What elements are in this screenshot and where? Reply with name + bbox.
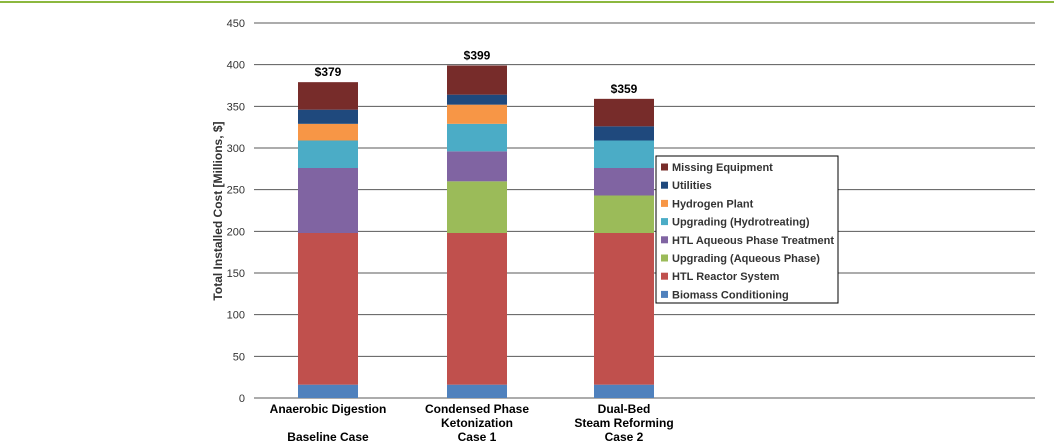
y-tick-label: 200 xyxy=(227,226,245,238)
category-labels: Anaerobic Digestion Baseline Case Condense… xyxy=(270,402,674,444)
y-tick-label: 250 xyxy=(227,185,245,197)
bar-segment xyxy=(298,168,358,233)
x-category-label: Case 1 xyxy=(458,430,497,444)
bar-segment xyxy=(447,151,507,182)
legend-box xyxy=(655,155,839,304)
y-tick-label: 400 xyxy=(227,60,245,72)
legend-swatch xyxy=(661,254,668,262)
bar-segment xyxy=(298,233,358,385)
y-tick-label: 450 xyxy=(227,18,245,30)
y-tick-label: 0 xyxy=(239,393,245,405)
y-axis-ticks: 0 50 100 150 200 250 300 350 400 450 xyxy=(227,18,245,405)
legend-entry: Missing Equipment xyxy=(672,162,773,174)
legend-entry: HTL Aqueous Phase Treatment xyxy=(672,235,834,247)
gridlines xyxy=(254,22,1035,399)
y-tick-label: 300 xyxy=(227,143,245,155)
legend-entry: Utilities xyxy=(672,180,712,192)
total-labels: $379 $399 $359 xyxy=(315,49,638,96)
bar-segment xyxy=(447,233,507,385)
legend-entry: HTL Reactor System xyxy=(672,271,780,283)
bar-segment xyxy=(594,126,654,141)
total-label: $379 xyxy=(315,65,342,79)
bar-segment xyxy=(594,140,654,168)
bar-segment xyxy=(447,104,507,124)
bar-segment xyxy=(298,123,358,141)
legend-swatch xyxy=(661,272,668,280)
legend-swatch xyxy=(661,163,668,171)
y-tick-label: 350 xyxy=(227,101,245,113)
legend-entry: Upgrading (Aqueous Phase) xyxy=(672,253,820,265)
x-category-label: Dual-Bed xyxy=(598,402,651,416)
y-tick-label: 150 xyxy=(227,268,245,280)
legend-entry: Upgrading (Hydrotreating) xyxy=(672,217,810,229)
legend-swatch xyxy=(661,218,668,226)
bar-segment xyxy=(447,65,507,95)
y-tick-label: 100 xyxy=(227,310,245,322)
bar-segment xyxy=(594,168,654,196)
legend-swatch xyxy=(661,290,668,298)
bar-segment xyxy=(298,140,358,168)
bar-segment xyxy=(298,384,358,398)
x-category-label: Baseline Case xyxy=(287,430,369,444)
x-category-label: Case 2 xyxy=(605,430,644,444)
legend-swatch xyxy=(661,199,668,207)
x-category-label: Condensed Phase xyxy=(425,402,529,416)
bar-segment xyxy=(447,123,507,152)
legend: Missing Equipment Utilities Hydrogen Plant… xyxy=(655,155,839,304)
bar-segment xyxy=(594,195,654,233)
bar-segment xyxy=(298,109,358,124)
legend-entry: Biomass Conditioning xyxy=(672,289,789,301)
bar-segment xyxy=(594,98,654,127)
bar-segment xyxy=(594,233,654,385)
bar-segment xyxy=(447,384,507,398)
bar-segment xyxy=(594,384,654,398)
total-label: $399 xyxy=(464,49,491,63)
bar-segment xyxy=(447,181,507,233)
legend-entry: Hydrogen Plant xyxy=(672,198,754,210)
x-category-label: Steam Reforming xyxy=(574,416,673,430)
total-label: $359 xyxy=(611,82,638,96)
bar-segment xyxy=(447,94,507,105)
y-tick-label: 50 xyxy=(233,351,245,363)
bars xyxy=(298,65,654,398)
x-category-label: Anaerobic Digestion xyxy=(270,402,387,416)
bar-segment xyxy=(298,82,358,110)
legend-swatch xyxy=(661,236,668,244)
y-axis-title: Total Installed Cost [Millions, $] xyxy=(211,121,225,300)
header-rule xyxy=(0,1,1054,3)
legend-swatch xyxy=(661,181,668,189)
x-category-label: Ketonization xyxy=(441,416,513,430)
